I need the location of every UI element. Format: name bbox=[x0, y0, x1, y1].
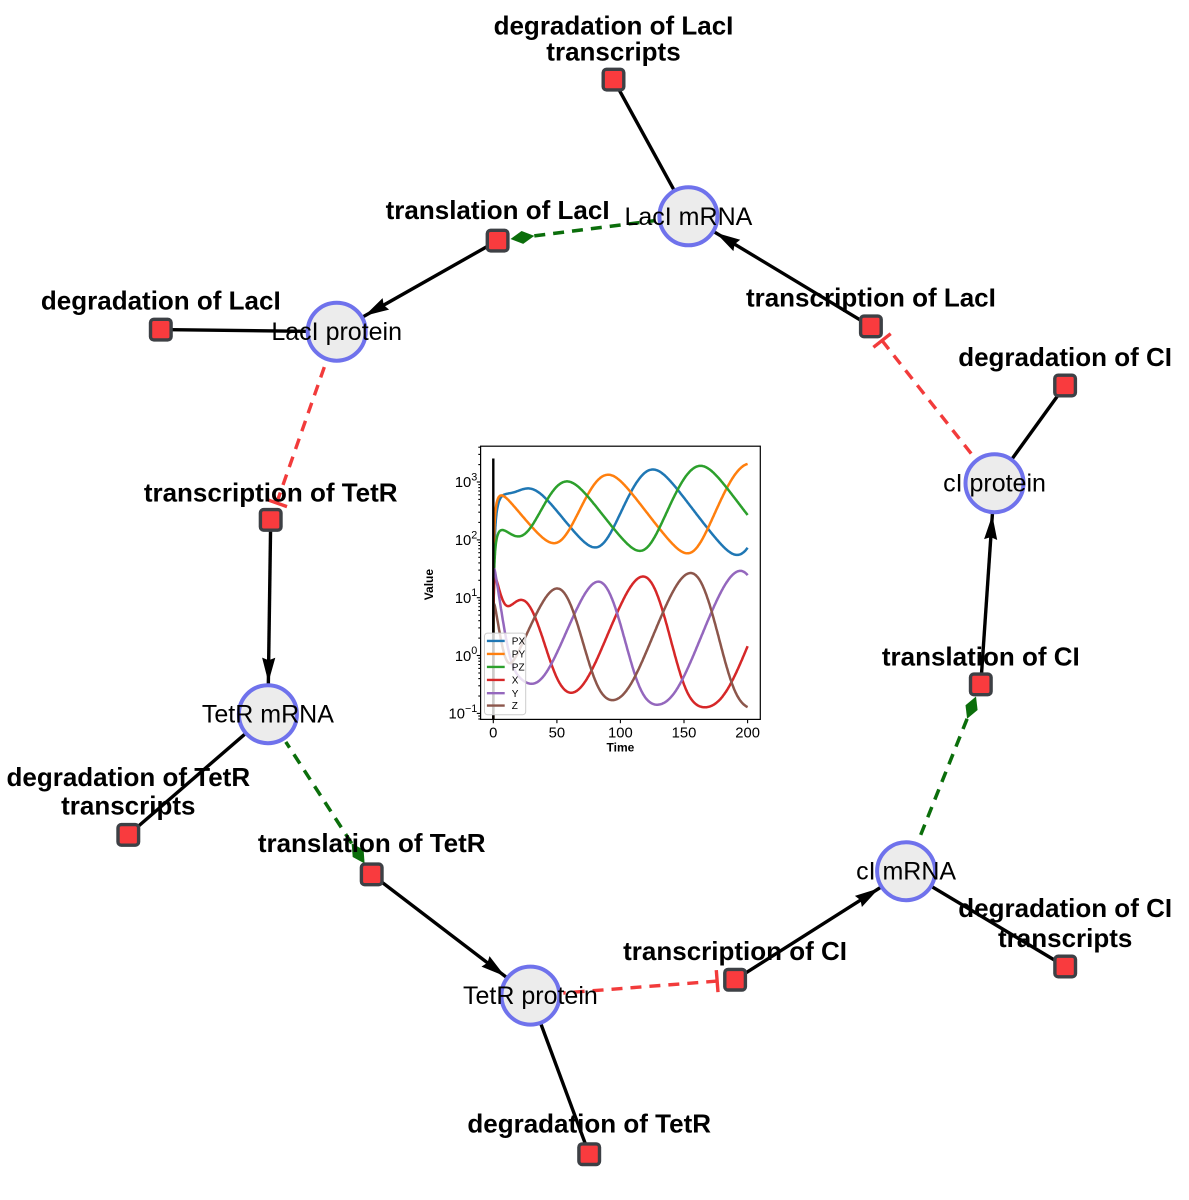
svg-text:degradation of LacI: degradation of LacI bbox=[41, 286, 281, 316]
svg-text:LacI protein: LacI protein bbox=[271, 318, 402, 346]
svg-text:cI protein: cI protein bbox=[943, 470, 1046, 498]
svg-text:translation of CI: translation of CI bbox=[882, 642, 1080, 672]
svg-text:200: 200 bbox=[735, 726, 760, 742]
svg-text:translation of LacI: translation of LacI bbox=[386, 195, 610, 225]
svg-text:transcription of TetR: transcription of TetR bbox=[144, 478, 398, 508]
svg-text:PZ: PZ bbox=[512, 663, 525, 674]
svg-text:0: 0 bbox=[489, 726, 497, 742]
svg-text:degradation of TetR: degradation of TetR bbox=[467, 1108, 711, 1138]
svg-text:cI mRNA: cI mRNA bbox=[856, 858, 956, 886]
svg-text:103: 103 bbox=[455, 471, 477, 491]
svg-text:X: X bbox=[512, 676, 519, 687]
svg-text:PY: PY bbox=[512, 650, 526, 661]
svg-text:transcripts: transcripts bbox=[998, 923, 1132, 953]
svg-text:100: 100 bbox=[455, 645, 477, 665]
svg-text:TetR protein: TetR protein bbox=[463, 982, 598, 1010]
svg-text:10−1: 10−1 bbox=[449, 703, 478, 723]
svg-text:degradation of CI: degradation of CI bbox=[958, 893, 1172, 923]
svg-text:degradation of CI: degradation of CI bbox=[958, 342, 1172, 372]
svg-text:Z: Z bbox=[512, 701, 518, 712]
svg-text:101: 101 bbox=[455, 587, 477, 607]
svg-text:transcription of LacI: transcription of LacI bbox=[746, 282, 996, 312]
svg-text:transcripts: transcripts bbox=[546, 37, 680, 67]
svg-text:transcripts: transcripts bbox=[61, 790, 195, 820]
svg-text:TetR mRNA: TetR mRNA bbox=[202, 701, 334, 729]
svg-text:50: 50 bbox=[549, 726, 565, 742]
svg-text:150: 150 bbox=[672, 726, 697, 742]
svg-text:Y: Y bbox=[512, 689, 519, 700]
svg-text:translation of TetR: translation of TetR bbox=[258, 828, 486, 858]
svg-text:102: 102 bbox=[455, 529, 477, 549]
svg-text:100: 100 bbox=[608, 726, 633, 742]
svg-text:degradation of TetR: degradation of TetR bbox=[6, 762, 250, 792]
svg-text:transcription of CI: transcription of CI bbox=[623, 936, 847, 966]
svg-text:Value: Value bbox=[422, 569, 436, 601]
svg-text:LacI mRNA: LacI mRNA bbox=[624, 203, 752, 231]
svg-text:PX: PX bbox=[512, 637, 526, 648]
svg-text:Time: Time bbox=[607, 740, 635, 754]
svg-text:degradation of LacI: degradation of LacI bbox=[494, 11, 734, 41]
